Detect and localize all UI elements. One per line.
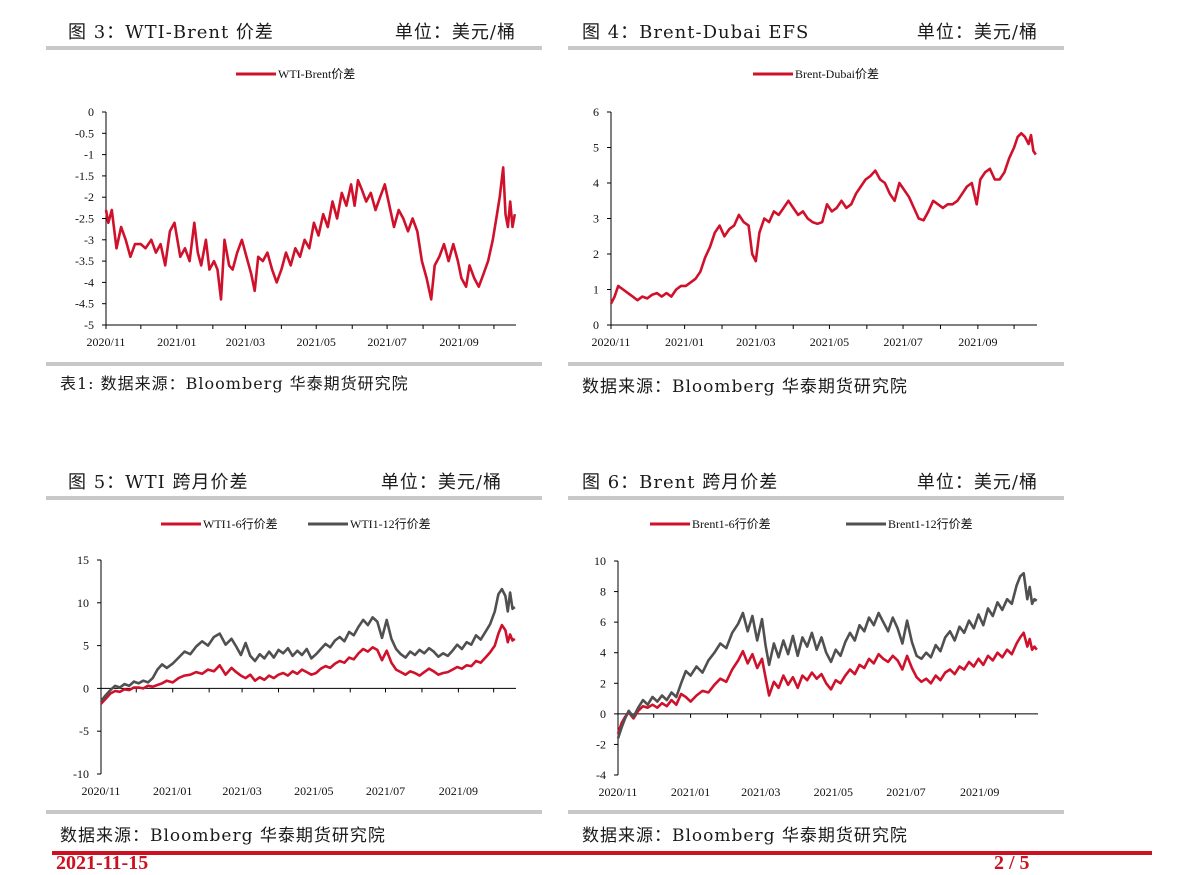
x-tick-label: 2021/09 xyxy=(439,335,478,349)
page-number: 2 / 5 xyxy=(994,852,1030,874)
series-line-1 xyxy=(616,571,1038,739)
y-tick-label: -2.5 xyxy=(75,212,94,226)
y-tick-label: 15 xyxy=(77,553,89,567)
legend-label: WTI1-6行价差 xyxy=(203,517,278,531)
x-tick-label: 2021/03 xyxy=(736,335,775,349)
y-tick-label: -5 xyxy=(79,724,89,738)
chart-panel-brent-spreads: 图 6：Brent 跨月价差 单位：美元/桶 10 8 6 4 2 0 -2 -4 2020/1… xyxy=(568,460,1064,846)
footer-rule xyxy=(52,851,1152,855)
x-tick-label: 2021/07 xyxy=(883,335,922,349)
y-tick-label: -3 xyxy=(84,233,94,247)
x-tick-label: 2021/09 xyxy=(960,785,999,799)
x-tick-label: 2021/07 xyxy=(366,784,405,798)
y-tick-label: 4 xyxy=(593,176,599,190)
y-tick-label: -5 xyxy=(84,318,94,332)
source-divider xyxy=(46,810,542,814)
source-divider xyxy=(46,362,542,366)
y-tick-label: -2 xyxy=(596,737,606,751)
x-tick-label: 2021/01 xyxy=(157,335,196,349)
chart-title: 图 6：Brent 跨月价差 xyxy=(582,472,779,493)
x-tick-label: 2021/07 xyxy=(886,785,925,799)
y-tick-label: 5 xyxy=(593,141,599,155)
panel-header: 图 4：Brent-Dubai EFS 单位：美元/桶 xyxy=(568,10,1064,50)
y-tick-label: -4 xyxy=(596,768,606,782)
x-tick-label: 2021/01 xyxy=(671,785,710,799)
chart-svg: 10 8 6 4 2 0 -2 -4 2020/11 2021/01 2021/03 2021/05 2… xyxy=(594,517,1038,799)
panel-header: 图 6：Brent 跨月价差 单位：美元/桶 xyxy=(568,460,1064,500)
y-tick-label: -10 xyxy=(73,767,89,781)
chart-svg: 15 10 5 0 -5 -10 2020/11 2021/01 2021/03 2021/05 2… xyxy=(73,517,516,798)
y-tick-label: 3 xyxy=(593,212,599,226)
x-tick-label: 2021/01 xyxy=(153,784,192,798)
chart-svg: 0 1 2 3 4 5 6 2020/11 2021/01 2021/03 2021/05 2021/… xyxy=(592,67,1037,349)
legend-label: Brent-Dubai价差 xyxy=(795,67,879,81)
legend-label: WTI-Brent价差 xyxy=(278,67,355,81)
source-note: 表1: 数据来源：Bloomberg 华泰期货研究院 xyxy=(60,374,409,393)
chart-title: 图 5：WTI 跨月价差 xyxy=(68,472,249,493)
y-tick-label: 4 xyxy=(600,646,606,660)
y-tick-label: -0.5 xyxy=(75,126,94,140)
chart-panel-brent-dubai: 图 4：Brent-Dubai EFS 单位：美元/桶 0 1 2 3 4 5 6 2020/… xyxy=(568,10,1064,400)
x-tick-label: 2021/05 xyxy=(814,785,853,799)
x-tick-label: 2021/01 xyxy=(665,335,704,349)
chart-panel-wti-spreads: 图 5：WTI 跨月价差 单位：美元/桶 15 10 5 0 -5 -10 2020/11 2… xyxy=(46,460,542,846)
series-line-0 xyxy=(100,623,516,705)
chart-title: 图 3：WTI-Brent 价差 xyxy=(68,22,274,43)
y-tick-label: 0 xyxy=(83,681,89,695)
y-tick-label: 8 xyxy=(600,585,606,599)
chart-title: 图 4：Brent-Dubai EFS xyxy=(582,22,810,43)
x-tick-label: 2020/11 xyxy=(82,784,121,798)
unit-label: 单位：美元/桶 xyxy=(916,22,1038,43)
source-note: 数据来源：Bloomberg 华泰期货研究院 xyxy=(582,377,908,397)
y-tick-label: -2 xyxy=(84,190,94,204)
y-tick-label: 1 xyxy=(593,283,599,297)
y-tick-label: -4 xyxy=(84,275,94,289)
y-tick-label: 6 xyxy=(593,105,599,119)
y-tick-label: -1 xyxy=(84,148,94,162)
x-tick-label: 2021/05 xyxy=(810,335,849,349)
y-tick-label: -4.5 xyxy=(75,297,94,311)
unit-label: 单位：美元/桶 xyxy=(380,472,502,493)
x-tick-label: 2020/11 xyxy=(87,335,126,349)
series-line-0 xyxy=(104,166,517,301)
chart-panel-wti-brent: 图 3：WTI-Brent 价差 单位：美元/桶 0 -0.5 -1 -1.5 -2 -2… xyxy=(46,10,542,400)
y-tick-label: -3.5 xyxy=(75,254,94,268)
source-note: 数据来源：Bloomberg 华泰期货研究院 xyxy=(582,826,908,846)
footer-date: 2021-11-15 xyxy=(56,852,149,874)
y-tick-label: 2 xyxy=(600,676,606,690)
y-tick-label: 10 xyxy=(594,554,606,568)
source-divider xyxy=(568,362,1064,366)
y-tick-label: -1.5 xyxy=(75,169,94,183)
series-line-1 xyxy=(99,587,516,703)
x-tick-label: 2021/05 xyxy=(297,335,336,349)
y-tick-label: 0 xyxy=(593,318,599,332)
y-tick-label: 0 xyxy=(88,105,94,119)
legend-label: Brent1-12行价差 xyxy=(888,517,973,531)
panel-header: 图 5：WTI 跨月价差 单位：美元/桶 xyxy=(46,460,542,500)
legend-label: WTI1-12行价差 xyxy=(350,517,431,531)
y-tick-label: 10 xyxy=(77,596,89,610)
y-tick-label: 6 xyxy=(600,615,606,629)
legend-label: Brent1-6行价差 xyxy=(692,517,771,531)
panel-header: 图 3：WTI-Brent 价差 单位：美元/桶 xyxy=(46,10,542,50)
unit-label: 单位：美元/桶 xyxy=(916,472,1038,493)
chart-svg: 0 -0.5 -1 -1.5 -2 -2.5 -3 -3.5 -4 -4.5 -5 2020/11 20… xyxy=(75,67,517,349)
x-tick-label: 2021/09 xyxy=(439,784,478,798)
x-tick-label: 2021/03 xyxy=(741,785,780,799)
source-note: 数据来源：Bloomberg 华泰期货研究院 xyxy=(60,826,386,846)
series-line-0 xyxy=(609,132,1037,305)
x-tick-label: 2021/03 xyxy=(222,784,261,798)
x-tick-label: 2020/11 xyxy=(599,785,638,799)
y-tick-label: 0 xyxy=(600,707,606,721)
y-tick-label: 2 xyxy=(593,247,599,261)
x-tick-label: 2021/07 xyxy=(367,335,406,349)
source-divider xyxy=(568,810,1064,814)
x-tick-label: 2020/11 xyxy=(592,335,631,349)
x-tick-label: 2021/03 xyxy=(226,335,265,349)
x-tick-label: 2021/05 xyxy=(294,784,333,798)
unit-label: 单位：美元/桶 xyxy=(394,22,516,43)
series-line-0 xyxy=(616,631,1038,735)
x-tick-label: 2021/09 xyxy=(958,335,997,349)
y-tick-label: 5 xyxy=(83,639,89,653)
